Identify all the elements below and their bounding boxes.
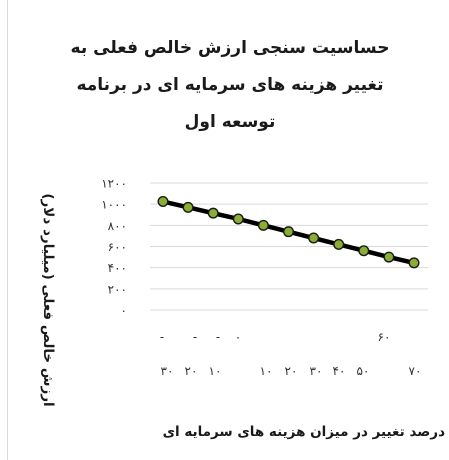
y-tick-label: ۶۰۰ [108,240,127,254]
x-tick-label: ۶۰ [378,330,391,344]
x-tick-label: ۲۰ [285,364,298,378]
data-point [232,213,244,225]
series-markers [157,196,420,269]
chart-title-line-3: توسعه اول [184,112,276,132]
data-point [283,226,295,238]
data-point [157,196,169,208]
x-tick-label: - [216,330,220,344]
y-tick-label: ۴۰۰ [108,261,127,275]
x-tick-label: ۱۰ [260,364,273,378]
data-point [308,232,320,244]
x-tick-label: ۷۰ [409,364,422,378]
y-tick-labels: ۰ ۲۰۰ ۴۰۰ ۶۰۰ ۸۰۰ ۱۰۰۰ ۱۲۰۰ [101,177,127,318]
y-tick-label: ۰ [121,304,127,318]
x-tick-label: ۳۰ [161,364,174,378]
gridlines [150,182,428,311]
x-axis-label: درصد تغییر در میزان هزینه های سرمایه ای [162,424,445,440]
x-tick-labels-row-2: ۳۰ ۲۰ ۱۰ ۱۰ ۲۰ ۳۰ ۴۰ ۵۰ ۷۰ [161,364,422,378]
data-point [383,251,395,263]
data-point [333,238,345,250]
y-tick-label: ۱۰۰۰ [101,198,127,212]
x-tick-label: ۱۰ [209,364,222,378]
x-tick-label: ۳۰ [310,364,323,378]
x-tick-label: ۴۰ [333,364,346,378]
x-tick-label: ۰ [235,330,241,344]
data-point [182,201,194,213]
data-point [358,245,370,257]
data-point [207,207,219,219]
y-tick-label: ۲۰۰ [108,282,127,296]
x-tick-label: ۵۰ [357,364,370,378]
frame-border [7,0,8,460]
chart-title-line-2: تغییر هزینه های سرمایه ای در برنامه [76,75,384,95]
x-tick-label: - [160,330,164,344]
data-point [408,257,420,269]
x-tick-label: ۲۰ [185,364,198,378]
x-tick-label: - [193,330,197,344]
y-tick-label: ۱۲۰۰ [101,177,127,191]
x-tick-labels-row-1: - - - ۰ ۶۰ [160,330,391,344]
chart-title-line-1: حساسیت سنجی ارزش خالص فعلی به [70,38,390,58]
y-tick-label: ۸۰۰ [108,219,127,233]
data-point [257,219,269,231]
